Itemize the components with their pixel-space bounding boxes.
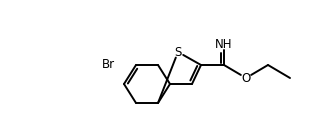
Text: S: S xyxy=(174,45,182,58)
Text: Br: Br xyxy=(101,58,114,72)
Text: O: O xyxy=(241,72,251,85)
Text: NH: NH xyxy=(215,38,233,51)
